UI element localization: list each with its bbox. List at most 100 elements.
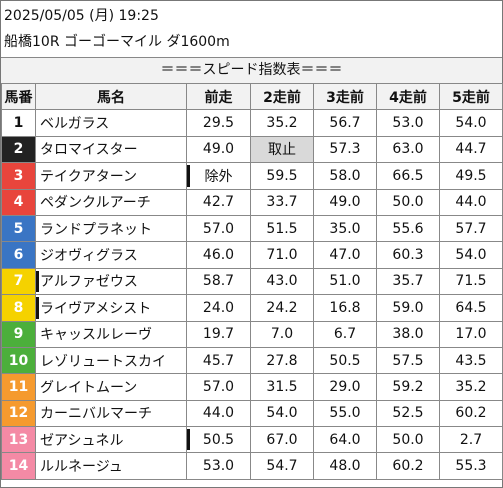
index-2: 67.0 xyxy=(250,426,314,454)
index-2: 7.0 xyxy=(250,320,314,348)
index-4: 63.0 xyxy=(376,135,440,164)
index-3: 57.3 xyxy=(313,135,377,164)
index-3: 64.0 xyxy=(313,426,377,454)
index-last: 49.0 xyxy=(186,135,251,164)
col-header-4-races-ago: 4走前 xyxy=(376,82,440,111)
index-last: 57.0 xyxy=(186,214,251,243)
index-3: 29.0 xyxy=(313,373,377,401)
horse-number: 8 xyxy=(1,294,36,322)
horse-number: 5 xyxy=(1,214,36,243)
index-4: 50.0 xyxy=(376,426,440,454)
index-last: 29.5 xyxy=(186,109,251,137)
horse-number: 6 xyxy=(1,241,36,269)
horse-number: 7 xyxy=(1,267,36,296)
index-3: 47.0 xyxy=(313,241,377,269)
race-title: 船橋10R ゴーゴーマイル ダ1600m xyxy=(4,34,230,50)
horse-name: キャッスルレーヴ xyxy=(35,320,187,348)
index-5: 64.5 xyxy=(439,294,503,322)
index-last: 44.0 xyxy=(186,399,251,428)
horse-name: ゼアシュネル xyxy=(35,426,187,454)
horse-name: ペダンクルアーチ xyxy=(35,188,187,216)
horse-number: 3 xyxy=(1,162,36,190)
index-4: 60.3 xyxy=(376,241,440,269)
horse-name: ランドプラネット xyxy=(35,214,187,243)
index-last: 53.0 xyxy=(186,452,251,480)
horse-name: テイクアターン xyxy=(35,162,187,190)
index-5: 55.3 xyxy=(439,452,503,480)
index-last: 19.7 xyxy=(186,320,251,348)
index-5: 44.7 xyxy=(439,135,503,164)
index-2: 31.5 xyxy=(250,373,314,401)
table-row: 4 ペダンクルアーチ 42.7 33.7 49.0 50.0 44.0 xyxy=(1,188,503,216)
horse-number: 4 xyxy=(1,188,36,216)
index-2: 51.5 xyxy=(250,214,314,243)
horse-number: 11 xyxy=(1,373,36,401)
table-row: 14 ルルネージュ 53.0 54.7 48.0 60.2 55.3 xyxy=(1,452,503,480)
table-row: 5 ランドプラネット 57.0 51.5 35.0 55.6 57.7 xyxy=(1,214,503,243)
table-row: 7 アルファゼウス 58.7 43.0 51.0 35.7 71.5 xyxy=(1,267,503,296)
index-4: 55.6 xyxy=(376,214,440,243)
index-5: 57.7 xyxy=(439,214,503,243)
index-5: 35.2 xyxy=(439,373,503,401)
index-5: 54.0 xyxy=(439,109,503,137)
horse-name: カーニバルマーチ xyxy=(35,399,187,428)
index-2: 27.8 xyxy=(250,346,314,375)
table-row: 8 ライヴアメシスト 24.0 24.2 16.8 59.0 64.5 xyxy=(1,294,503,322)
speed-index-table: 馬番 馬名 前走 2走前 3走前 4走前 5走前 1 ベルガラス 29.5 35… xyxy=(1,82,503,480)
index-4: 57.5 xyxy=(376,346,440,375)
index-3: 55.0 xyxy=(313,399,377,428)
horse-number: 9 xyxy=(1,320,36,348)
horse-number: 10 xyxy=(1,346,36,375)
index-4: 66.5 xyxy=(376,162,440,190)
horse-name: ルルネージュ xyxy=(35,452,187,480)
index-last: 50.5 xyxy=(186,426,251,454)
table-row: 1 ベルガラス 29.5 35.2 56.7 53.0 54.0 xyxy=(1,109,503,137)
table-row: 9 キャッスルレーヴ 19.7 7.0 6.7 38.0 17.0 xyxy=(1,320,503,348)
col-header-2-races-ago: 2走前 xyxy=(250,82,314,111)
horse-name: グレイトムーン xyxy=(35,373,187,401)
index-3: 49.0 xyxy=(313,188,377,216)
index-4: 59.2 xyxy=(376,373,440,401)
index-last: 45.7 xyxy=(186,346,251,375)
table-row: 11 グレイトムーン 57.0 31.5 29.0 59.2 35.2 xyxy=(1,373,503,401)
index-5: 54.0 xyxy=(439,241,503,269)
horse-number: 12 xyxy=(1,399,36,428)
horse-number: 14 xyxy=(1,452,36,480)
index-3: 35.0 xyxy=(313,214,377,243)
index-3: 58.0 xyxy=(313,162,377,190)
index-last: 58.7 xyxy=(186,267,251,296)
index-2: 43.0 xyxy=(250,267,314,296)
index-4: 59.0 xyxy=(376,294,440,322)
index-last: 57.0 xyxy=(186,373,251,401)
index-3: 56.7 xyxy=(313,109,377,137)
index-5: 49.5 xyxy=(439,162,503,190)
index-2: 取止 xyxy=(250,135,314,164)
index-2: 71.0 xyxy=(250,241,314,269)
index-4: 35.7 xyxy=(376,267,440,296)
index-5: 71.5 xyxy=(439,267,503,296)
index-2: 54.0 xyxy=(250,399,314,428)
index-last: 除外 xyxy=(186,162,251,190)
col-header-3-races-ago: 3走前 xyxy=(313,82,377,111)
race-datetime: 2025/05/05 (月) 19:25 xyxy=(4,8,159,24)
index-2: 59.5 xyxy=(250,162,314,190)
col-header-horse-name: 馬名 xyxy=(35,82,187,111)
index-last: 24.0 xyxy=(186,294,251,322)
index-3: 48.0 xyxy=(313,452,377,480)
table-caption: ＝＝＝スピード指数表＝＝＝ xyxy=(1,57,502,84)
index-4: 38.0 xyxy=(376,320,440,348)
index-4: 50.0 xyxy=(376,188,440,216)
table-row: 12 カーニバルマーチ 44.0 54.0 55.0 52.5 60.2 xyxy=(1,399,503,428)
horse-name: ベルガラス xyxy=(35,109,187,137)
table-header-row: 馬番 馬名 前走 2走前 3走前 4走前 5走前 xyxy=(1,82,503,111)
horse-number: 1 xyxy=(1,109,36,137)
index-3: 51.0 xyxy=(313,267,377,296)
index-4: 60.2 xyxy=(376,452,440,480)
index-2: 35.2 xyxy=(250,109,314,137)
col-header-5-races-ago: 5走前 xyxy=(439,82,503,111)
index-5: 17.0 xyxy=(439,320,503,348)
index-4: 52.5 xyxy=(376,399,440,428)
table-row: 6 ジオヴィグラス 46.0 71.0 47.0 60.3 54.0 xyxy=(1,241,503,269)
index-2: 24.2 xyxy=(250,294,314,322)
